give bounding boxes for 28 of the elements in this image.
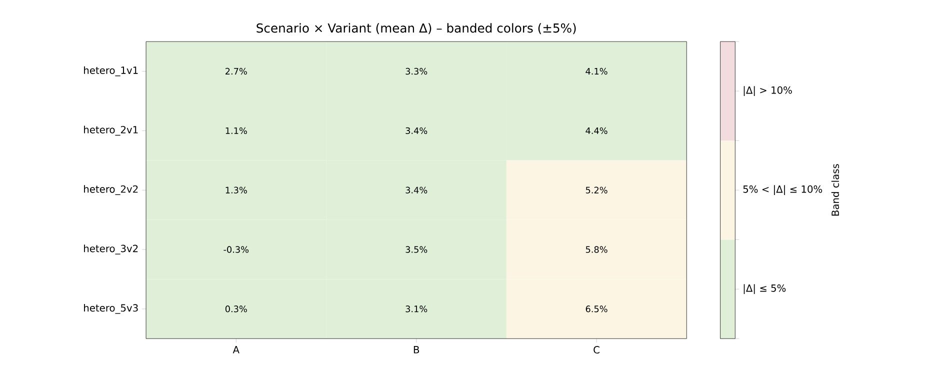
data-label: 6.5%	[586, 305, 608, 312]
data-label: 5.2%	[586, 186, 608, 194]
x-tick-label: A	[232, 346, 240, 354]
data-label: 3.1%	[406, 305, 428, 312]
data-label: 0.3%	[225, 305, 247, 312]
color-bar-label: |Δ| > 10%	[744, 86, 792, 96]
data-label: 4.1%	[586, 68, 608, 75]
data-label: 4.4%	[586, 127, 608, 134]
color-bar-label: |Δ| ≤ 5%	[744, 284, 786, 294]
data-label: 3.4%	[406, 127, 428, 134]
x-tick-label: C	[594, 346, 600, 354]
data-label: 1.1%	[226, 127, 247, 134]
x-tick-label: B	[414, 346, 420, 354]
y-tick-label: hetero_5v3	[84, 304, 138, 314]
y-tick-label: hetero_2v2	[84, 185, 138, 195]
chart-title: Scenario × Variant (mean Δ) – banded colors (±5%)	[256, 23, 576, 34]
data-label: 1.3%	[226, 186, 247, 194]
data-label: -0.3%	[224, 246, 249, 253]
color-bar-label: 5% < |Δ| ≤ 10%	[743, 185, 822, 195]
data-label: 3.5%	[406, 246, 428, 253]
y-tick-label: hetero_3v2	[84, 244, 138, 254]
data-label: 2.7%	[226, 68, 247, 75]
y-tick-label: hetero_2v1	[84, 126, 138, 136]
data-label: 5.8%	[586, 246, 608, 253]
data-label: 3.4%	[406, 186, 428, 194]
data-label: 3.3%	[406, 68, 428, 75]
color-bar-title: Band class	[831, 164, 840, 216]
y-tick-label: hetero_1v1	[84, 66, 138, 76]
